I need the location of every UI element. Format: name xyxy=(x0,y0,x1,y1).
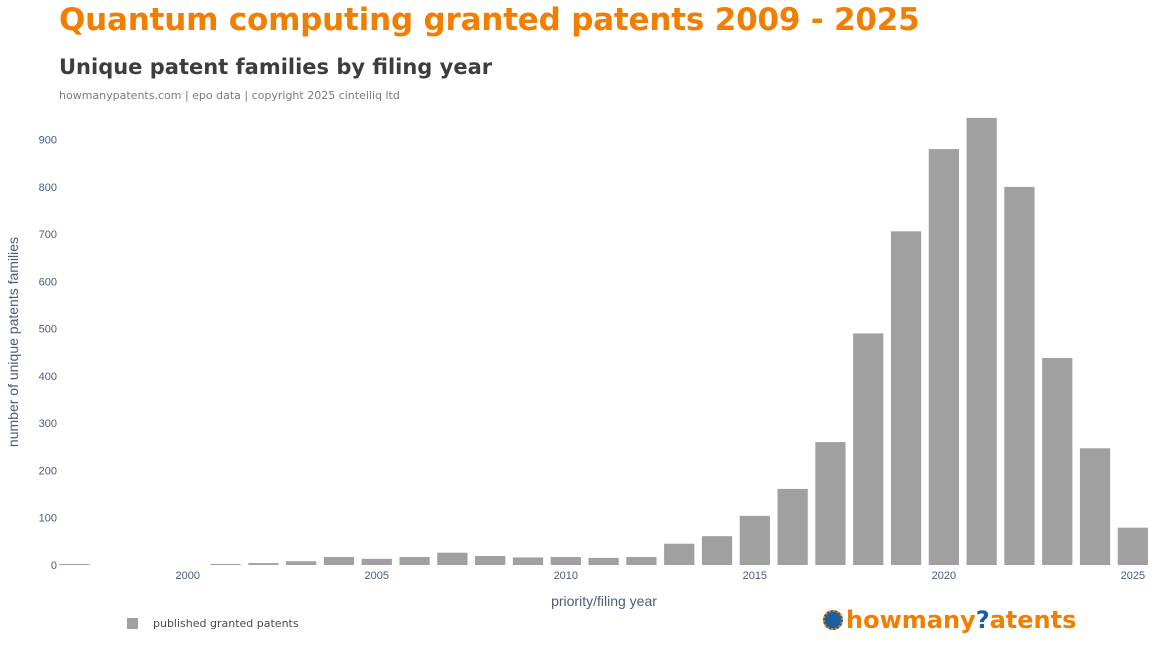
bar-2013[interactable] xyxy=(664,543,695,565)
y-tick-label: 900 xyxy=(39,135,57,147)
x-tick-label: 2010 xyxy=(554,570,578,582)
logo-text-question: ? xyxy=(975,606,990,634)
bar-2010[interactable] xyxy=(550,556,581,565)
bar-2006[interactable] xyxy=(399,556,430,565)
x-axis: 2000 2005 2010 2015 2020 2025 xyxy=(176,570,1146,582)
bar-2025[interactable] xyxy=(1117,527,1148,565)
bar-2017[interactable] xyxy=(815,442,846,565)
bar-2008[interactable] xyxy=(475,556,506,565)
chart-title: Quantum computing granted patents 2009 -… xyxy=(59,2,920,38)
bar-2016[interactable] xyxy=(777,488,808,565)
x-axis-title: priority/filing year xyxy=(551,593,657,609)
y-tick-label: 0 xyxy=(51,560,57,572)
y-tick-label: 100 xyxy=(39,513,57,525)
x-tick-label: 2025 xyxy=(1121,570,1145,582)
x-tick-label: 2020 xyxy=(932,570,956,582)
bar-2003[interactable] xyxy=(286,561,317,565)
y-tick-label: 400 xyxy=(39,371,57,383)
bar-2002[interactable] xyxy=(248,563,279,565)
x-tick-label: 2005 xyxy=(365,570,389,582)
howmanypatents-logo: howmany ? atents xyxy=(823,606,1076,634)
bar-2005[interactable] xyxy=(361,558,392,565)
y-tick-label: 600 xyxy=(39,276,57,288)
y-axis-title: number of unique patents families xyxy=(5,237,21,447)
bar-series xyxy=(59,117,1148,566)
y-axis: 0 100 200 300 400 500 600 700 800 900 xyxy=(39,135,57,572)
y-tick-label: 700 xyxy=(39,229,57,241)
bar-2012[interactable] xyxy=(626,556,657,565)
bar-2021[interactable] xyxy=(966,117,997,565)
bar-2019[interactable] xyxy=(890,231,922,566)
legend-swatch xyxy=(127,618,138,629)
source-note: howmanypatents.com | epo data | copyrigh… xyxy=(59,89,400,102)
bar-2024[interactable] xyxy=(1079,448,1111,565)
bar-2001[interactable] xyxy=(210,564,241,565)
bar-2007[interactable] xyxy=(437,552,468,565)
y-tick-label: 500 xyxy=(39,324,57,336)
bar-2014[interactable] xyxy=(701,536,733,565)
bar-2023[interactable] xyxy=(1042,357,1073,565)
bar-2020[interactable] xyxy=(928,149,959,565)
logo-text-howmany: howmany xyxy=(846,606,976,634)
chart-subtitle: Unique patent families by filing year xyxy=(59,55,493,79)
bar-2015[interactable] xyxy=(739,515,770,565)
bar-2011[interactable] xyxy=(588,557,619,565)
y-tick-label: 300 xyxy=(39,418,57,430)
legend-label: published granted patents xyxy=(153,617,299,630)
bar-1997[interactable] xyxy=(59,564,90,565)
bar-2022[interactable] xyxy=(1004,186,1035,566)
y-tick-label: 200 xyxy=(39,465,57,477)
x-tick-label: 2000 xyxy=(176,570,200,582)
logo-text-atents: atents xyxy=(989,606,1077,634)
globe-icon xyxy=(823,610,843,630)
bar-2004[interactable] xyxy=(323,556,355,565)
bar-2018[interactable] xyxy=(853,333,884,565)
bar-2009[interactable] xyxy=(512,557,544,565)
legend[interactable]: published granted patents xyxy=(127,617,299,630)
x-tick-label: 2015 xyxy=(743,570,767,582)
y-tick-label: 800 xyxy=(39,182,57,194)
